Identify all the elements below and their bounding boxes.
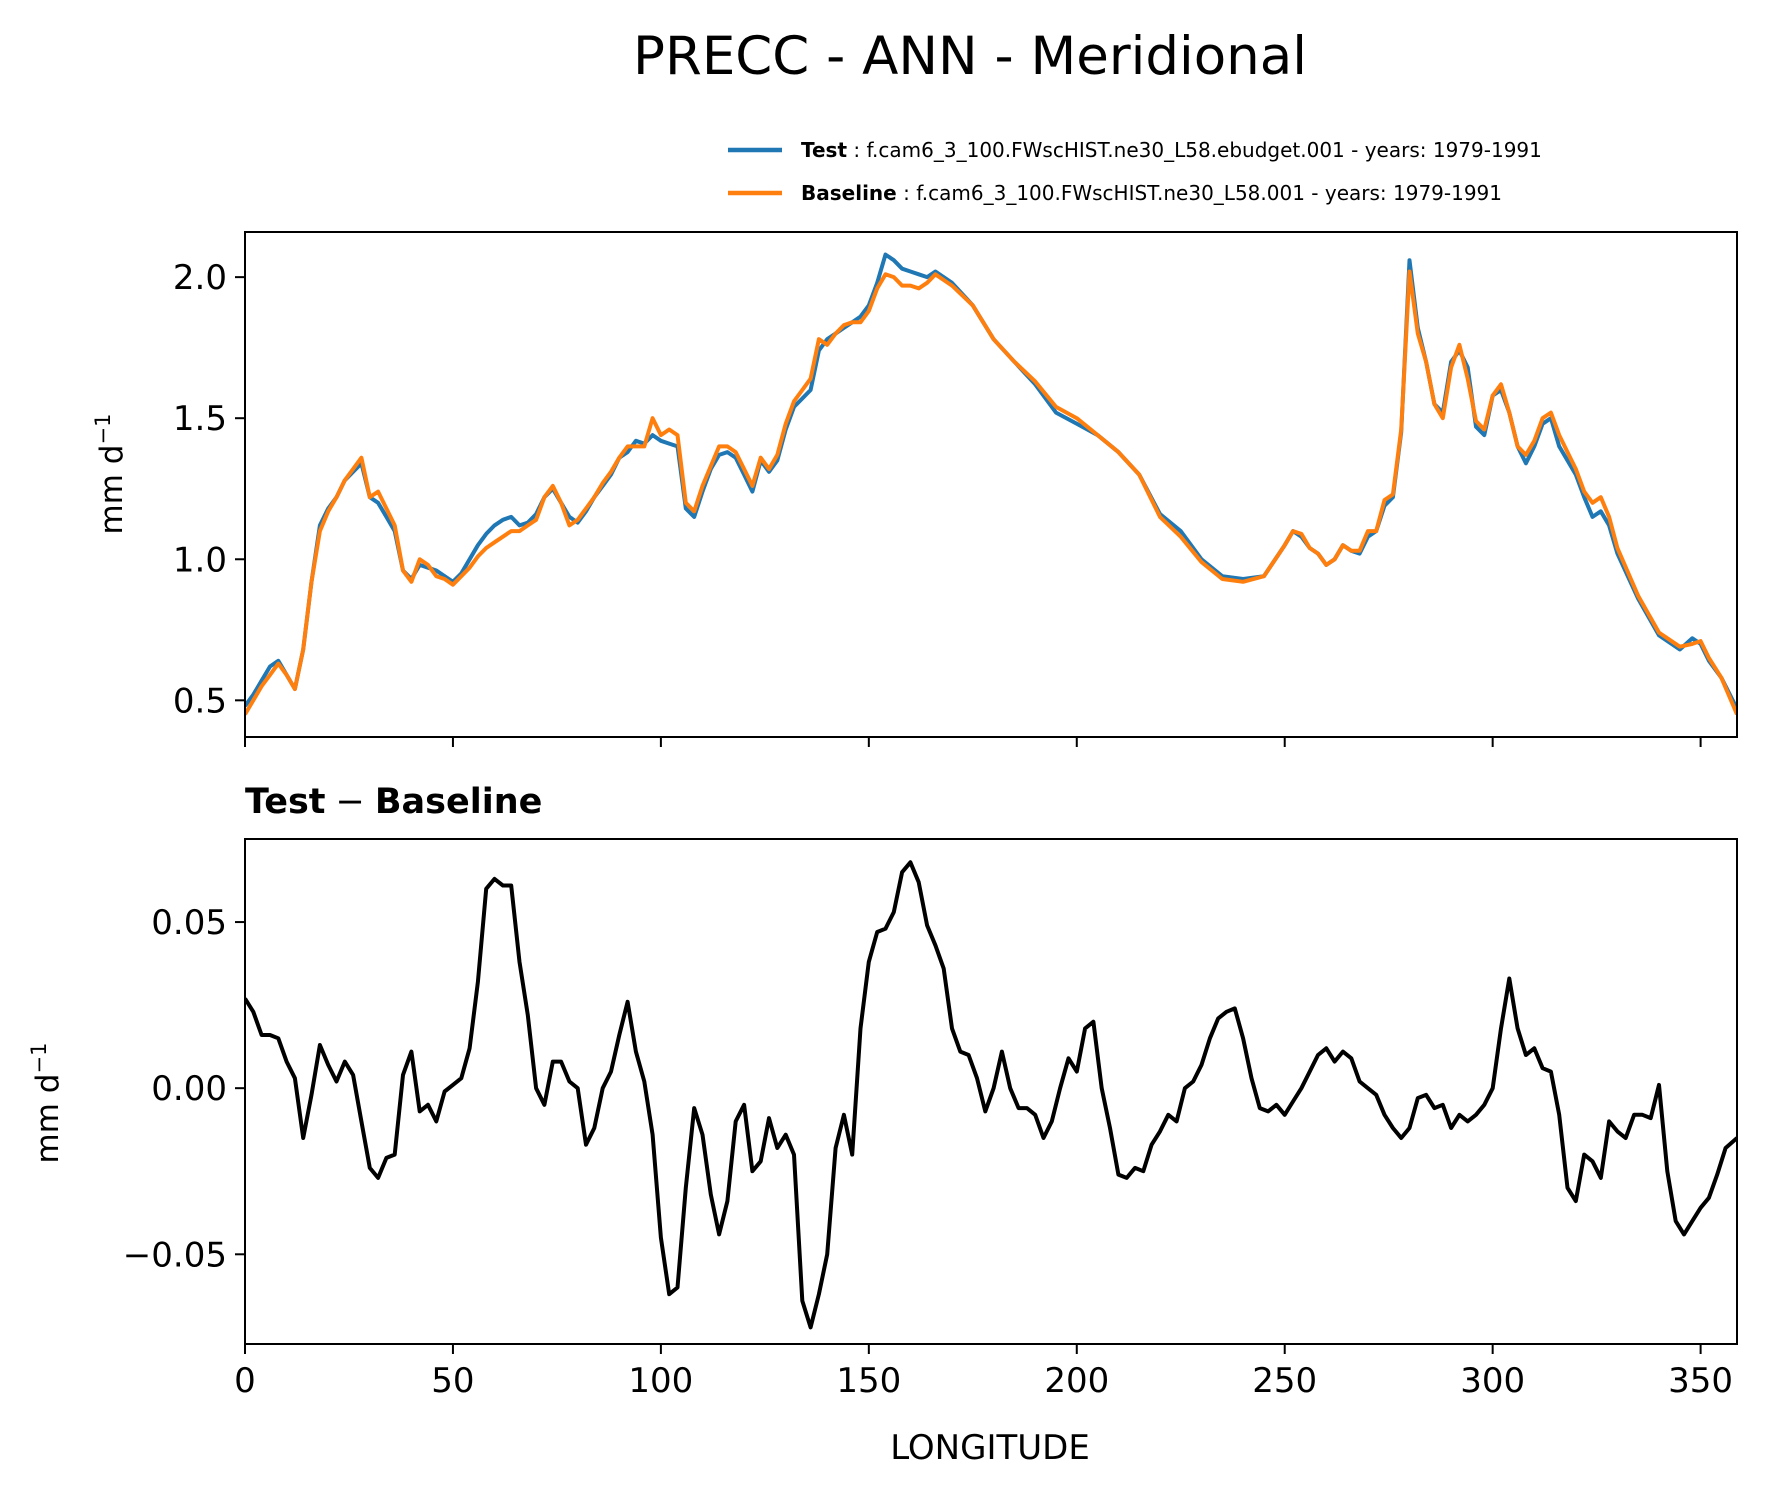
x-tick-label: 300 [1460, 1361, 1525, 1401]
chart-title: PRECC - ANN - Meridional [633, 26, 1307, 87]
top-ylabel-unit: mm d [94, 445, 130, 535]
bottom-y-tick-label: 0.05 [151, 903, 227, 943]
legend-name-test: Test [801, 138, 847, 162]
top-y-tick-label: 1.5 [173, 399, 227, 439]
legend-desc-test: : f.cam6_3_100.FWscHIST.ne30_L58.ebudget… [853, 138, 1542, 162]
legend-entry-baseline: Baseline : f.cam6_3_100.FWscHIST.ne30_L5… [801, 181, 1502, 205]
x-tick-label: 250 [1252, 1361, 1317, 1401]
bottom-subtitle-op: − [336, 782, 365, 822]
bottom-subtitle-left: Test [245, 782, 326, 822]
bottom-subtitle: Test − Baseline [245, 782, 542, 822]
bottom-y-tick-label: −0.05 [123, 1235, 227, 1275]
x-tick-label: 0 [234, 1361, 256, 1401]
x-tick-label: 50 [431, 1361, 474, 1401]
top-y-tick-label: 2.0 [173, 258, 227, 298]
legend-desc-baseline: : f.cam6_3_100.FWscHIST.ne30_L58.001 - y… [903, 181, 1502, 205]
x-tick-label: 200 [1044, 1361, 1109, 1401]
bottom-series-line-test-baseline [245, 860, 1737, 1330]
bottom-panel: Test − Baseline mm d−1 LONGITUDE 0 50 100 150… [27, 782, 1738, 1468]
top-panel: mm d−1 0.5 1.0 1.5 2.0 [91, 231, 1738, 747]
legend-name-baseline: Baseline [801, 181, 897, 205]
bottom-ylabel-unit: mm d [30, 1074, 66, 1164]
top-y-tick-label: 0.5 [173, 681, 227, 721]
top-ylabel: mm d−1 [91, 414, 130, 535]
top-axes-frame [244, 231, 1738, 738]
bottom-ylabel: mm d−1 [27, 1043, 66, 1164]
x-tick-label: 100 [628, 1361, 693, 1401]
top-ylabel-exponent: −1 [91, 414, 115, 445]
legend: Test : f.cam6_3_100.FWscHIST.ne30_L58.eb… [728, 138, 1542, 205]
bottom-axes-frame [244, 838, 1738, 1345]
legend-entry-test: Test : f.cam6_3_100.FWscHIST.ne30_L58.eb… [801, 138, 1542, 162]
bottom-y-tick-label: 0.00 [151, 1069, 227, 1109]
top-y-tick-label: 1.0 [173, 540, 227, 580]
bottom-subtitle-right: Baseline [375, 782, 543, 822]
bottom-ylabel-exponent: −1 [27, 1043, 51, 1074]
x-tick-label: 150 [836, 1361, 901, 1401]
x-tick-label: 350 [1668, 1361, 1733, 1401]
top-series-line-test [245, 252, 1737, 710]
x-axis-label: LONGITUDE [890, 1428, 1090, 1468]
top-series-line-baseline [245, 269, 1737, 716]
